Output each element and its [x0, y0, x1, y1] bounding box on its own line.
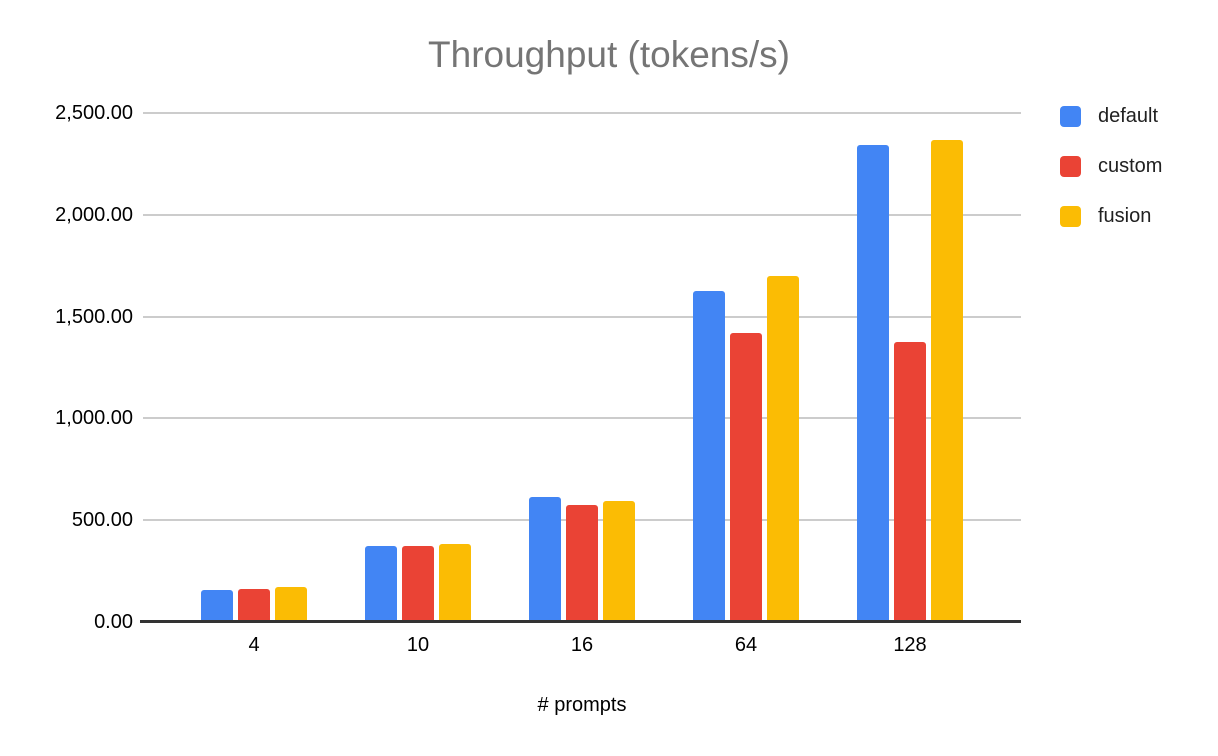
legend-item-custom: custom: [1060, 155, 1162, 178]
bar-custom-16: [566, 504, 598, 622]
x-tick-label-16: 16: [570, 634, 594, 656]
legend: default custom fusion: [1060, 105, 1162, 255]
y-tick-label-0: 0.00: [94, 611, 133, 633]
legend-label-default: default: [1098, 105, 1159, 127]
x-tick-label-128: 128: [893, 634, 927, 656]
x-axis-line: [140, 620, 1021, 623]
legend-item-default: default: [1060, 105, 1162, 128]
bar-custom-10: [402, 546, 434, 622]
x-tick-label-64: 64: [734, 634, 758, 656]
bar-custom-64: [730, 332, 762, 622]
gridline-1500: [143, 315, 1021, 318]
bar-fusion-4: [275, 587, 307, 622]
legend-label-fusion: fusion: [1098, 205, 1152, 227]
y-tick-label-500: 500.00: [71, 509, 133, 532]
bar-fusion-16: [603, 500, 635, 622]
legend-swatch-default: [1060, 106, 1081, 127]
y-axis: 0.00 500.00 1,000.00 1,500.00 2,000.00 2,500.…: [0, 102, 133, 633]
bar-default-4: [201, 589, 233, 622]
gridline-2000: [143, 213, 1021, 216]
bar-fusion-128: [931, 139, 963, 622]
bar-default-128: [857, 144, 889, 622]
gridline-1000: [143, 417, 1021, 420]
bar-default-64: [693, 290, 725, 622]
bar-fusion-10: [439, 544, 471, 622]
x-tick-label-10: 10: [406, 634, 430, 656]
x-axis-title: # prompts: [537, 694, 627, 716]
y-tick-label-2000: 2,000.00: [55, 203, 133, 226]
bar-default-10: [365, 545, 397, 622]
chart-title: Throughput (tokens/s): [428, 34, 790, 75]
x-tick-label-4: 4: [248, 634, 260, 656]
legend-swatch-fusion: [1060, 206, 1081, 227]
bar-default-16: [529, 497, 561, 622]
legend-item-fusion: fusion: [1060, 205, 1162, 228]
bar-fusion-64: [767, 275, 799, 622]
gridline-2500: [143, 112, 1021, 114]
bar-custom-4: [238, 588, 270, 622]
bar-custom-128: [894, 341, 926, 622]
y-tick-label-1000: 1,000.00: [55, 407, 133, 430]
y-tick-label-2500: 2,500.00: [55, 102, 133, 124]
legend-label-custom: custom: [1098, 155, 1163, 177]
legend-swatch-custom: [1060, 156, 1081, 177]
y-tick-label-1500: 1,500.00: [55, 305, 133, 328]
plot-area: 4 10 16 64 128: [140, 112, 1021, 656]
